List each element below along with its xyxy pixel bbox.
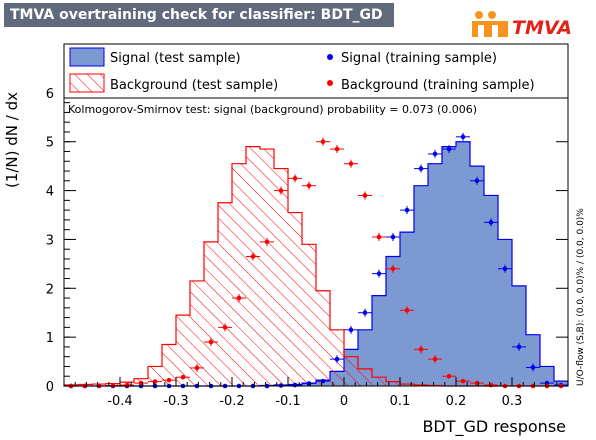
- hist-bar-1-24: [400, 384, 414, 386]
- train-point-3-26: [428, 355, 442, 364]
- train-point-3-23: [386, 264, 400, 273]
- hist-bar-1-14: [260, 149, 274, 386]
- train-point-2-33: [526, 363, 540, 372]
- hist-bar-1-13: [246, 146, 260, 386]
- y-tick-label-4: 4: [46, 185, 54, 200]
- hist-bar-0-31: [498, 239, 512, 386]
- y-tick-label-5: 5: [46, 136, 54, 151]
- legend-label-background-test: Background (test sample): [110, 78, 278, 93]
- hist-bar-1-20: [344, 356, 358, 386]
- train-point-3-12: [232, 294, 246, 303]
- y-tick-label-6: 6: [46, 87, 54, 102]
- train-point-3-15: [274, 186, 288, 195]
- hist-bar-0-32: [512, 285, 526, 386]
- y-tick-label-2: 2: [46, 282, 54, 297]
- legend-marker-signal-train: [327, 54, 333, 60]
- legend-label-signal-train: Signal (training sample): [341, 51, 497, 66]
- x-tick-label-2: -0.2: [219, 394, 244, 409]
- train-point-2-30: [484, 218, 498, 227]
- train-point-3-20: [344, 159, 358, 168]
- train-point-2-29: [470, 176, 484, 185]
- legend: [63, 43, 569, 99]
- hist-bar-0-27: [442, 146, 456, 386]
- train-point-2-32: [512, 342, 526, 351]
- x-tick-label-3: -0.1: [275, 394, 300, 409]
- train-point-3-28: [456, 378, 470, 384]
- train-point-3-13: [246, 252, 260, 261]
- hist-bar-1-10: [204, 241, 218, 386]
- hist-bar-1-21: [358, 368, 372, 386]
- train-point-3-16: [288, 174, 302, 183]
- x-tick-label-4: 0: [340, 394, 348, 409]
- x-tick-label-5: 0.1: [390, 394, 411, 409]
- train-point-3-24: [400, 306, 414, 315]
- train-point-3-25: [414, 345, 428, 354]
- legend-swatch-signal-test: [69, 47, 105, 67]
- train-point-2-20: [344, 325, 358, 334]
- legend-marker-background-train: [327, 80, 333, 86]
- hist-bar-0-28: [456, 141, 470, 386]
- overflow-info: U/O-flow (S,B): (0.0, 0.0)% / (0.0, 0.0)…: [576, 208, 586, 386]
- train-point-2-24: [400, 206, 414, 215]
- tmva-logo: TMVA: [470, 9, 588, 39]
- hist-bar-1-18: [316, 290, 330, 386]
- hist-bar-1-23: [386, 381, 400, 386]
- y-tick-label-0: 0: [46, 380, 54, 395]
- hist-bar-0-22: [372, 295, 386, 386]
- train-point-3-27: [442, 373, 456, 379]
- train-point-3-10: [204, 338, 218, 347]
- train-point-3-17: [302, 181, 316, 190]
- x-tick-label-7: 0.3: [502, 394, 523, 409]
- train-point-3-21: [358, 191, 372, 200]
- train-point-2-25: [414, 164, 428, 173]
- train-point-3-9: [190, 363, 204, 372]
- hist-bar-0-26: [428, 163, 442, 386]
- hist-bar-1-22: [372, 377, 386, 386]
- train-point-3-18: [316, 137, 330, 146]
- logo-text: TMVA: [512, 17, 572, 39]
- hist-bar-0-30: [484, 195, 498, 386]
- hist-bar-1-17: [302, 244, 316, 386]
- train-point-2-22: [372, 269, 386, 278]
- train-point-3-8: [176, 374, 190, 380]
- train-point-3-7: [162, 377, 176, 383]
- train-point-2-19: [330, 355, 344, 364]
- chart-title: TMVA overtraining check for classifier: …: [4, 3, 394, 27]
- hist-bar-0-34: [540, 366, 554, 386]
- y-axis-label: (1/N) dN / dx: [3, 92, 21, 188]
- hist-bar-1-15: [274, 168, 288, 386]
- hist-bar-0-33: [526, 334, 540, 386]
- hist-bar-1-8: [176, 315, 190, 386]
- legend-swatch-background-test: [69, 73, 105, 93]
- x-axis-label: BDT_GD response: [422, 417, 566, 437]
- y-tick-label-3: 3: [46, 233, 54, 248]
- train-point-2-27: [442, 145, 456, 154]
- train-point-3-14: [260, 237, 274, 246]
- train-point-3-19: [330, 145, 344, 154]
- hist-bar-1-12: [232, 163, 246, 386]
- legend-label-background-train: Background (training sample): [341, 78, 535, 93]
- y-tick-label-1: 1: [46, 331, 54, 346]
- x-tick-label-6: 0.2: [446, 394, 467, 409]
- hist-bar-1-7: [162, 344, 176, 386]
- train-point-2-26: [428, 149, 442, 158]
- ks-test-annotation: Kolmogorov-Smirnov test: signal (backgro…: [68, 103, 477, 116]
- train-point-2-28: [456, 132, 470, 141]
- train-point-3-22: [372, 232, 386, 241]
- train-point-2-21: [358, 308, 372, 317]
- hist-bar-1-11: [218, 202, 232, 386]
- legend-label-signal-test: Signal (test sample): [110, 51, 241, 66]
- train-point-2-23: [386, 232, 400, 241]
- hist-bar-1-16: [288, 212, 302, 386]
- x-tick-label-1: -0.3: [163, 394, 188, 409]
- train-point-2-31: [498, 264, 512, 273]
- hist-bar-0-29: [470, 166, 484, 386]
- tmva-logo-graphic: TMVA: [472, 11, 572, 39]
- x-tick-label-0: -0.4: [107, 394, 132, 409]
- hist-bar-0-25: [414, 185, 428, 386]
- hist-bar-1-9: [190, 280, 204, 386]
- train-point-3-11: [218, 323, 232, 332]
- hist-bar-0-23: [386, 256, 400, 386]
